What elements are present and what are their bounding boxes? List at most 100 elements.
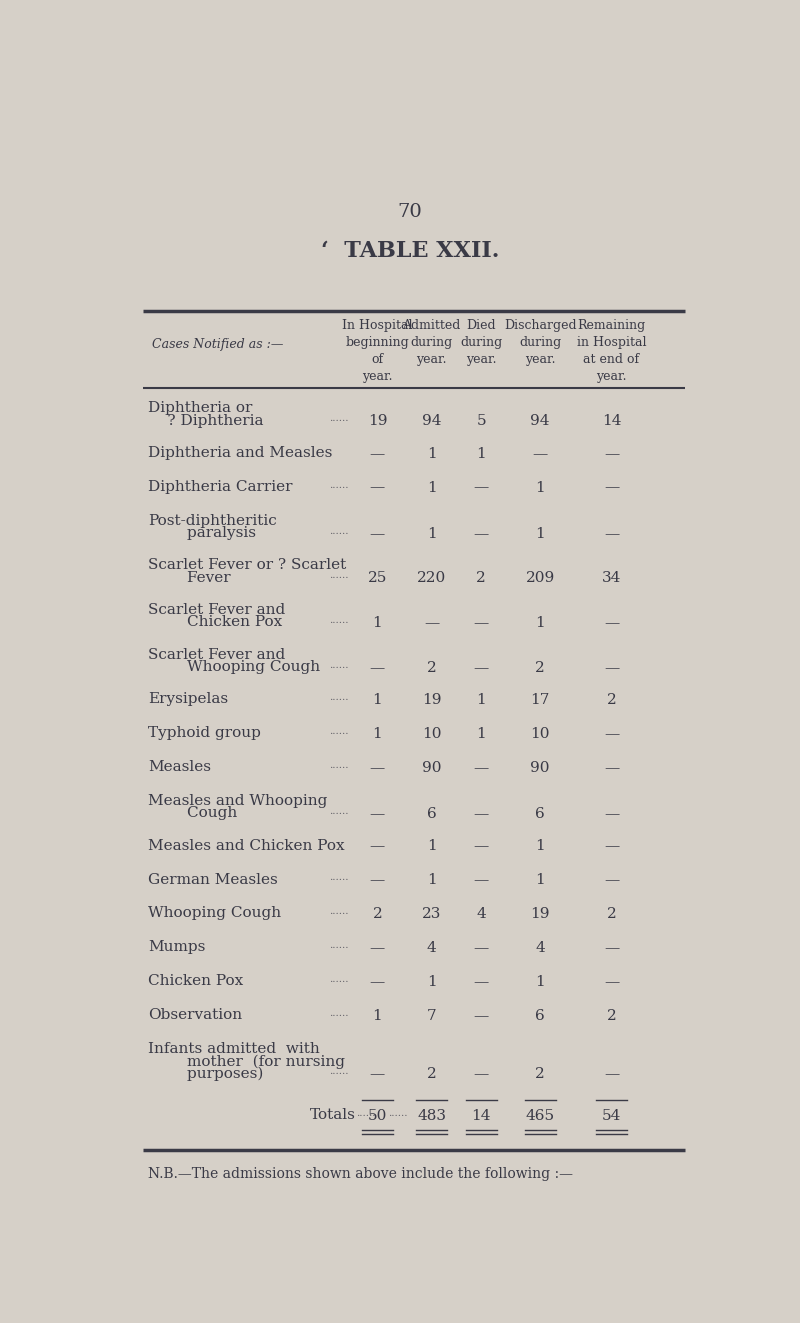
Text: 70: 70 (398, 204, 422, 221)
Text: —: — (424, 617, 439, 630)
Text: ......: ...... (329, 908, 348, 917)
Text: —: — (370, 839, 385, 853)
Text: 2: 2 (606, 693, 616, 706)
Text: 2: 2 (535, 660, 545, 675)
Text: —: — (370, 480, 385, 495)
Text: Remaining
in Hospital
at end of
year.: Remaining in Hospital at end of year. (577, 319, 646, 382)
Text: —: — (370, 660, 385, 675)
Text: 1: 1 (477, 447, 486, 460)
Text: ......: ...... (329, 941, 348, 950)
Text: Discharged
during
year.: Discharged during year. (504, 319, 577, 366)
Text: 10: 10 (530, 728, 550, 741)
Text: Erysipelas: Erysipelas (148, 692, 228, 706)
Text: —: — (370, 761, 385, 775)
Text: Whooping Cough: Whooping Cough (148, 906, 281, 921)
Text: 220: 220 (417, 572, 446, 586)
Text: Diphtheria and Measles: Diphtheria and Measles (148, 446, 333, 460)
Text: 4: 4 (535, 941, 545, 955)
Text: —: — (604, 975, 619, 990)
Text: —: — (370, 975, 385, 990)
Text: Diphtheria Carrier: Diphtheria Carrier (148, 480, 293, 493)
Text: Died
during
year.: Died during year. (460, 319, 502, 366)
Text: 2: 2 (606, 1009, 616, 1023)
Text: ......: ...... (329, 660, 348, 669)
Text: 2: 2 (427, 1068, 437, 1081)
Text: 2: 2 (427, 660, 437, 675)
Text: German Measles: German Measles (148, 873, 278, 886)
Text: Mumps: Mumps (148, 941, 206, 954)
Text: ......: ...... (329, 761, 348, 770)
Text: ......: ...... (329, 975, 348, 984)
Text: Diphtheria or: Diphtheria or (148, 401, 253, 415)
Text: 19: 19 (530, 908, 550, 921)
Text: ......: ...... (329, 1068, 348, 1077)
Text: 90: 90 (530, 761, 550, 775)
Text: 6: 6 (427, 807, 437, 822)
Text: ......: ...... (329, 693, 348, 703)
Text: ? Diphtheria: ? Diphtheria (148, 414, 263, 427)
Text: ......: ...... (329, 617, 348, 626)
Text: 6: 6 (535, 1009, 545, 1023)
Text: ......: ...... (329, 572, 348, 581)
Text: Chicken Pox: Chicken Pox (148, 974, 243, 988)
Text: ......: ...... (356, 1109, 375, 1118)
Text: Cases Notified as :—: Cases Notified as :— (152, 339, 283, 351)
Text: 4: 4 (427, 941, 437, 955)
Text: —: — (533, 447, 548, 460)
Text: 2: 2 (373, 908, 382, 921)
Text: In Hospital
beginning
of
year.: In Hospital beginning of year. (342, 319, 413, 382)
Text: 14: 14 (602, 414, 622, 429)
Text: —: — (474, 527, 489, 541)
Text: 2: 2 (535, 1068, 545, 1081)
Text: 1: 1 (373, 1009, 382, 1023)
Text: 6: 6 (535, 807, 545, 822)
Text: ‘  TABLE XXII.: ‘ TABLE XXII. (321, 239, 499, 262)
Text: 1: 1 (373, 693, 382, 706)
Text: —: — (474, 807, 489, 822)
Text: 2: 2 (477, 572, 486, 586)
Text: 34: 34 (602, 572, 621, 586)
Text: —: — (604, 447, 619, 460)
Text: 1: 1 (427, 839, 437, 853)
Text: —: — (474, 975, 489, 990)
Text: ......: ...... (329, 1009, 348, 1017)
Text: Typhoid group: Typhoid group (148, 726, 261, 741)
Text: —: — (474, 941, 489, 955)
Text: 5: 5 (477, 414, 486, 429)
Text: 1: 1 (427, 480, 437, 495)
Text: —: — (604, 527, 619, 541)
Text: —: — (370, 941, 385, 955)
Text: 19: 19 (368, 414, 387, 429)
Text: Observation: Observation (148, 1008, 242, 1023)
Text: 1: 1 (535, 873, 545, 888)
Text: ......: ...... (329, 807, 348, 816)
Text: —: — (474, 839, 489, 853)
Text: 1: 1 (427, 975, 437, 990)
Text: 1: 1 (477, 693, 486, 706)
Text: Measles and Chicken Pox: Measles and Chicken Pox (148, 839, 345, 852)
Text: 7: 7 (427, 1009, 437, 1023)
Text: 2: 2 (606, 908, 616, 921)
Text: —: — (474, 1068, 489, 1081)
Text: 1: 1 (535, 617, 545, 630)
Text: 1: 1 (535, 480, 545, 495)
Text: —: — (604, 807, 619, 822)
Text: —: — (604, 873, 619, 888)
Text: —: — (604, 480, 619, 495)
Text: Whooping Cough: Whooping Cough (148, 660, 320, 673)
Text: Fever: Fever (148, 570, 230, 585)
Text: Post-diphtheritic: Post-diphtheritic (148, 513, 277, 528)
Text: Scarlet Fever or ? Scarlet: Scarlet Fever or ? Scarlet (148, 558, 346, 573)
Text: 465: 465 (526, 1109, 554, 1123)
Text: ......: ...... (329, 414, 348, 423)
Text: 50: 50 (368, 1109, 387, 1123)
Text: —: — (604, 1068, 619, 1081)
Text: ......: ...... (388, 1109, 408, 1118)
Text: Chicken Pox: Chicken Pox (148, 615, 282, 630)
Text: ......: ...... (329, 480, 348, 490)
Text: Infants admitted  with: Infants admitted with (148, 1043, 320, 1056)
Text: 94: 94 (530, 414, 550, 429)
Text: 14: 14 (471, 1109, 491, 1123)
Text: —: — (370, 447, 385, 460)
Text: —: — (370, 807, 385, 822)
